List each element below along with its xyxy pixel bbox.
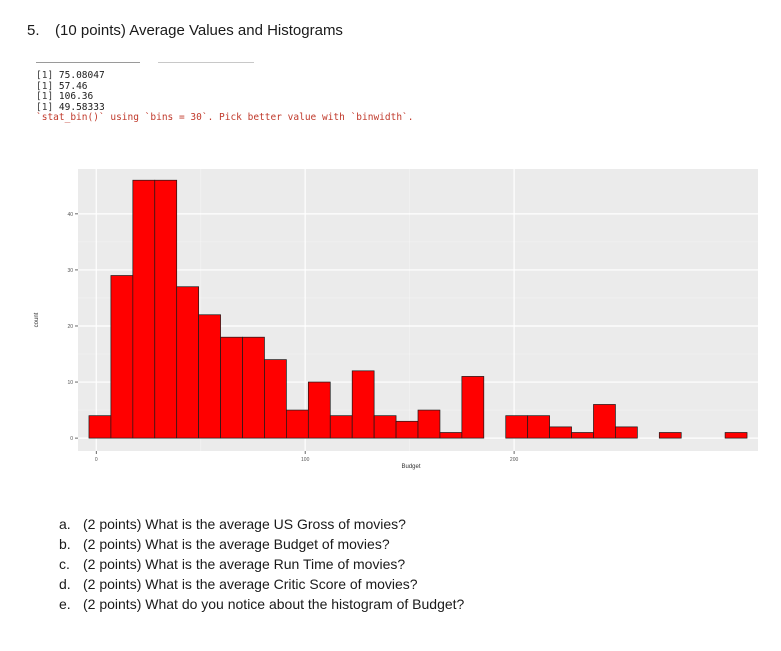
r-console-output: [1] 75.08047 [1] 57.46 [1] 106.36 [1] 49… <box>36 70 414 124</box>
histogram-bar <box>461 376 485 439</box>
console-line: [1] 106.36 <box>36 91 414 103</box>
histogram-bar <box>198 314 221 439</box>
x-axis-title: Budget <box>401 464 420 470</box>
histogram-bar <box>615 426 638 439</box>
output-index: [1] <box>36 80 54 92</box>
y-tick-label: 40 <box>67 212 73 218</box>
histogram-bar <box>439 432 463 439</box>
console-line: [1] 49.58333 <box>36 101 414 114</box>
histogram-bar <box>154 179 178 439</box>
sub-question-letter: d. <box>59 576 71 592</box>
sub-question: c. (2 points) What is the average Run Tim… <box>59 554 464 574</box>
sub-question-text: (2 points) What is the average Run Time … <box>83 556 406 572</box>
histogram-bar <box>110 275 134 439</box>
divider <box>158 62 254 63</box>
sub-question-list: a. (2 points) What is the average US Gros… <box>59 514 464 614</box>
histogram-bar <box>395 420 419 439</box>
histogram-bar <box>571 432 594 439</box>
sub-question-letter: c. <box>59 556 70 572</box>
budget-histogram: 0 10 20 30 40 0 100 200 Budget count <box>34 169 758 470</box>
sub-question-letter: e. <box>59 596 71 612</box>
histogram-bar <box>88 415 112 439</box>
output-value: 106.36 <box>58 91 94 102</box>
y-axis-title: count <box>34 312 40 327</box>
x-tick-label: 100 <box>301 457 310 463</box>
histogram-bar <box>417 409 441 439</box>
console-warning-message: `stat_bin()` using `bins = 30`. Pick bet… <box>36 112 414 123</box>
histogram-bar <box>220 336 243 439</box>
sub-question-letter: a. <box>59 516 71 532</box>
sub-question: e. (2 points) What do you notice about th… <box>59 594 464 614</box>
sub-question-text: (2 points) What is the average US Gross … <box>83 516 406 532</box>
y-tick-label: 30 <box>67 268 73 274</box>
y-tick-label: 0 <box>70 436 73 442</box>
histogram-bar <box>351 370 375 439</box>
x-tick-label: 0 <box>95 457 98 463</box>
histogram-bar <box>307 381 331 439</box>
y-tick-label: 10 <box>67 380 73 386</box>
divider <box>36 62 140 63</box>
histogram-bar <box>329 415 353 439</box>
histogram-bar <box>724 432 748 439</box>
output-value: 57.46 <box>58 80 88 92</box>
output-index: [1] <box>36 101 54 113</box>
sub-question-text: (2 points) What is the average Budget of… <box>83 536 390 552</box>
histogram-bar <box>593 404 616 439</box>
console-line: [1] 57.46 <box>36 80 414 93</box>
output-value: 75.08047 <box>58 70 105 81</box>
sub-question-text: (2 points) What is the average Critic Sc… <box>83 576 418 592</box>
histogram-bar <box>264 359 287 439</box>
histogram-bar <box>286 409 309 439</box>
histogram-bar <box>373 415 397 439</box>
histogram-bar <box>176 286 199 439</box>
sub-question: b. (2 points) What is the average Budget … <box>59 534 464 554</box>
question-number: 5. <box>27 22 40 39</box>
sub-question-letter: b. <box>59 536 71 552</box>
console-line: [1] 75.08047 <box>36 70 414 82</box>
output-index: [1] <box>36 91 54 102</box>
histogram-bar <box>132 179 156 439</box>
output-value: 49.58333 <box>58 101 105 113</box>
histogram-bar <box>527 415 550 439</box>
histogram-bar <box>505 415 529 439</box>
output-index: [1] <box>36 70 54 81</box>
sub-question-text: (2 points) What do you notice about the … <box>83 596 465 612</box>
sub-question: a. (2 points) What is the average US Gros… <box>59 514 464 534</box>
histogram-bar <box>658 432 682 439</box>
question-heading: 5. (10 points) Average Values and Histogr… <box>27 22 343 39</box>
histogram-bar <box>549 426 572 439</box>
x-tick-label: 200 <box>510 457 519 463</box>
histogram-bar <box>242 336 265 439</box>
sub-question: d. (2 points) What is the average Critic … <box>59 574 464 594</box>
y-tick-label: 20 <box>67 324 73 330</box>
question-title: (10 points) Average Values and Histogram… <box>55 22 343 39</box>
